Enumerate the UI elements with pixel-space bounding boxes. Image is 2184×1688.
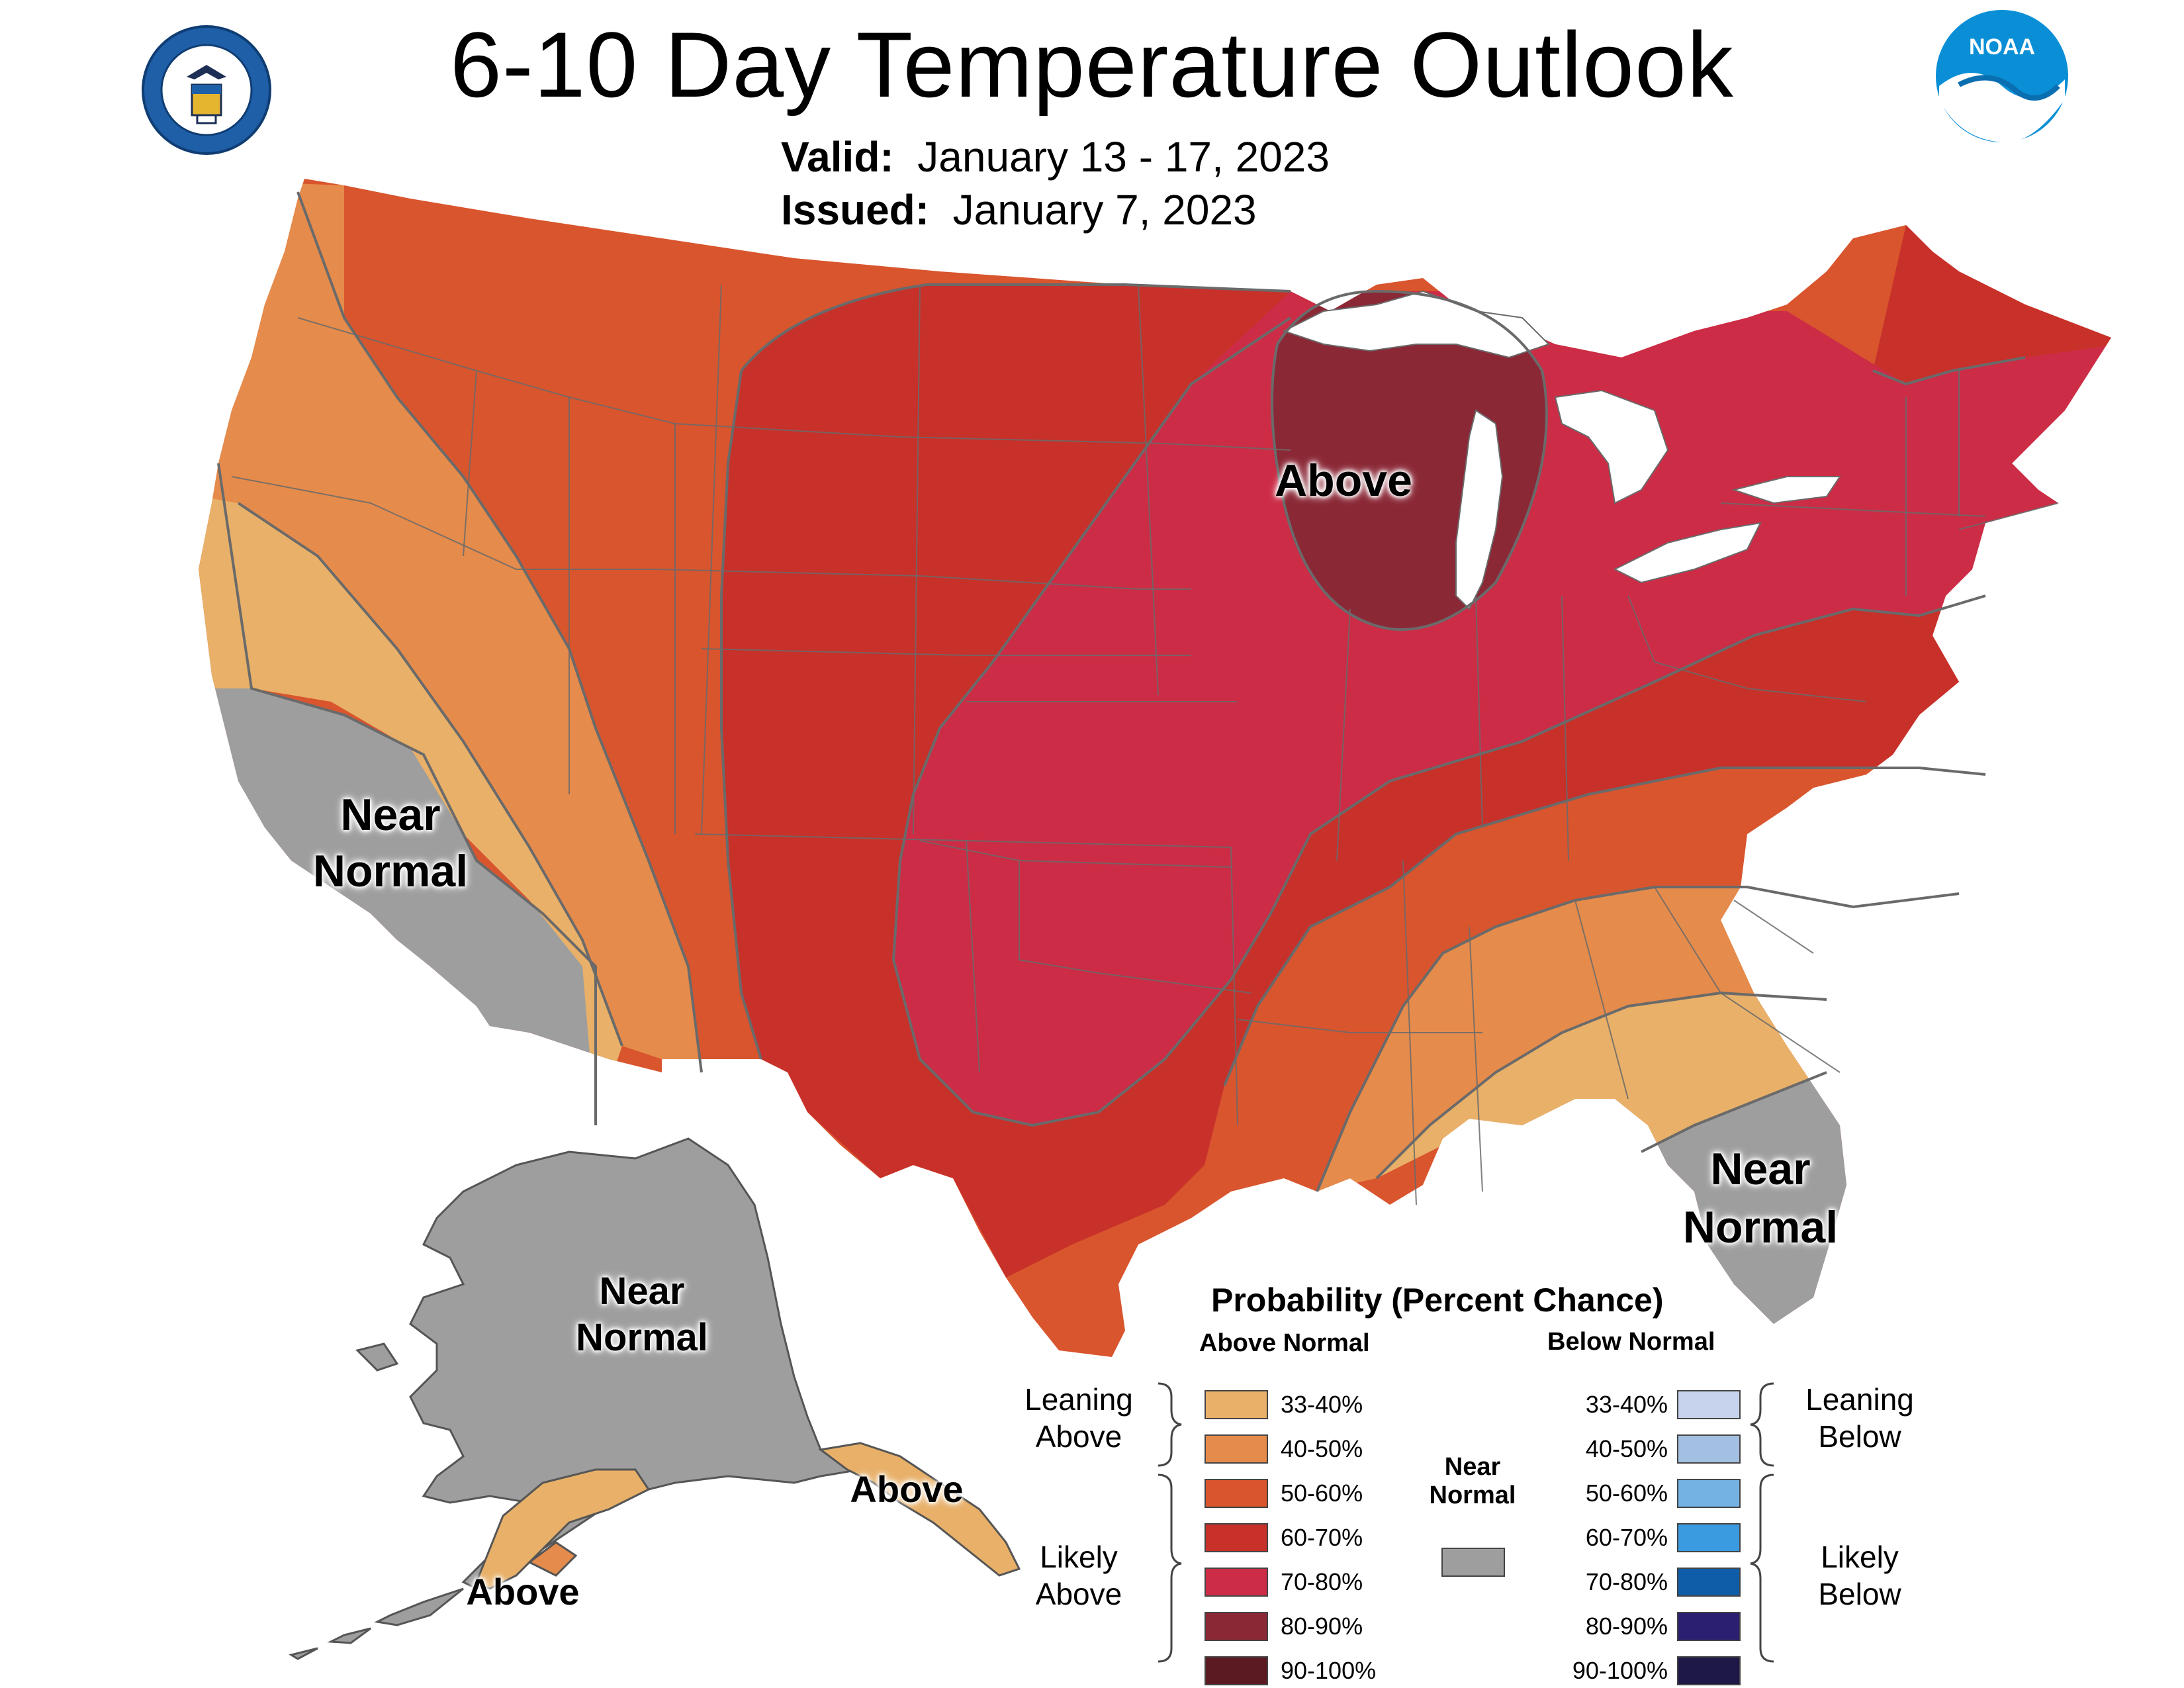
valid-dates: January 13 - 17, 2023 — [917, 133, 1330, 181]
legend-above-range-label: 70-80% — [1281, 1568, 1363, 1595]
issued-label: Issued: — [781, 186, 930, 234]
legend-below-swatch — [1677, 1523, 1741, 1552]
leaning-above-line2: Above — [1035, 1419, 1122, 1454]
label-above-ak-sw: Above — [466, 1571, 580, 1613]
noaa-logo: NOAA — [1936, 10, 2068, 143]
legend-title: Probability (Percent Chance) — [1211, 1282, 1664, 1319]
legend-above-header: Above Normal — [1199, 1329, 1370, 1357]
legend-below-range-label: 50-60% — [1585, 1479, 1668, 1507]
legend-below-swatch — [1677, 1568, 1741, 1597]
legend-above-swatch — [1205, 1568, 1268, 1597]
legend-below-swatch — [1677, 1656, 1741, 1685]
legend-leaning-above: Leaning Above — [1006, 1381, 1152, 1455]
legend-above-swatch — [1205, 1612, 1268, 1641]
legend-above-range-label: 33-40% — [1281, 1391, 1363, 1418]
legend-below-range-label: 33-40% — [1585, 1391, 1668, 1418]
valid-label: Valid: — [781, 133, 894, 181]
legend-above-swatch — [1205, 1434, 1268, 1464]
label-near-normal-fl-line1: Near — [1710, 1144, 1811, 1194]
legend-below-swatch — [1677, 1434, 1741, 1464]
likely-below-line2: Below — [1818, 1577, 1901, 1611]
near-header-line1: Near — [1444, 1453, 1501, 1481]
valid-line: Valid: January 13 - 17, 2023 — [781, 132, 1330, 181]
legend-above-swatch — [1205, 1523, 1268, 1552]
legend-braces-above — [1158, 1382, 1182, 1663]
legend-likely-above: Likely Above — [1006, 1538, 1152, 1613]
legend-above-range-label: 40-50% — [1281, 1435, 1363, 1462]
contour-lines — [217, 191, 2026, 1192]
label-near-normal-ca-line2: Normal — [312, 846, 469, 896]
legend-above-range-label: 90-100% — [1281, 1657, 1377, 1684]
svg-text:NOAA: NOAA — [1969, 34, 2035, 60]
legend-likely-below: Likely Below — [1787, 1538, 1933, 1613]
legend-below-range-label: 60-70% — [1585, 1524, 1668, 1551]
leaning-below-line1: Leaning — [1805, 1382, 1914, 1417]
legend-below-range-label: 40-50% — [1585, 1435, 1668, 1462]
near-header-line2: Normal — [1429, 1481, 1516, 1509]
label-above-ak-se: Above — [850, 1468, 964, 1510]
legend-above-range-label: 60-70% — [1281, 1524, 1363, 1551]
legend-below-swatch — [1677, 1479, 1741, 1508]
commerce-seal-logo — [142, 25, 271, 155]
great-lakes — [1282, 290, 1841, 610]
legend-near-normal-swatch — [1441, 1548, 1505, 1577]
issued-date: January 7, 2023 — [952, 186, 1257, 234]
legend-above-swatch — [1205, 1390, 1268, 1419]
leaning-below-line2: Below — [1818, 1419, 1901, 1454]
likely-above-line2: Above — [1035, 1577, 1122, 1611]
likely-below-line1: Likely — [1821, 1540, 1899, 1574]
state-borders — [231, 284, 2059, 1205]
alaska — [289, 1137, 1021, 1660]
page-title: 6-10 Day Temperature Outlook — [450, 13, 1734, 117]
legend-below-range-label: 90-100% — [1572, 1657, 1668, 1684]
legend-below-swatch — [1677, 1612, 1741, 1641]
label-near-normal-fl-line2: Normal — [1682, 1202, 1839, 1252]
legend-below-range-label: 80-90% — [1585, 1613, 1668, 1640]
label-near-normal-ak-line1: Near — [599, 1270, 685, 1313]
legend-above-range-label: 80-90% — [1281, 1613, 1363, 1640]
legend-braces-below — [1750, 1382, 1774, 1663]
likely-above-line1: Likely — [1040, 1540, 1118, 1574]
legend-below-swatch — [1677, 1390, 1741, 1419]
legend-above-swatch — [1205, 1656, 1268, 1685]
legend-below-range-label: 70-80% — [1585, 1568, 1668, 1595]
issued-line: Issued: January 7, 2023 — [781, 185, 1257, 234]
label-near-normal-ca-line1: Near — [340, 790, 441, 840]
leaning-above-line1: Leaning — [1024, 1382, 1133, 1417]
legend-above-range-label: 50-60% — [1281, 1479, 1363, 1507]
label-above-great-lakes: Above — [1275, 455, 1412, 506]
legend-below-header: Below Normal — [1547, 1328, 1715, 1356]
label-near-normal-ak-line2: Normal — [576, 1316, 708, 1359]
legend-leaning-below: Leaning Below — [1787, 1381, 1933, 1455]
legend-above-swatch — [1205, 1479, 1268, 1508]
legend-near-normal-header: Near Normal — [1423, 1453, 1522, 1510]
